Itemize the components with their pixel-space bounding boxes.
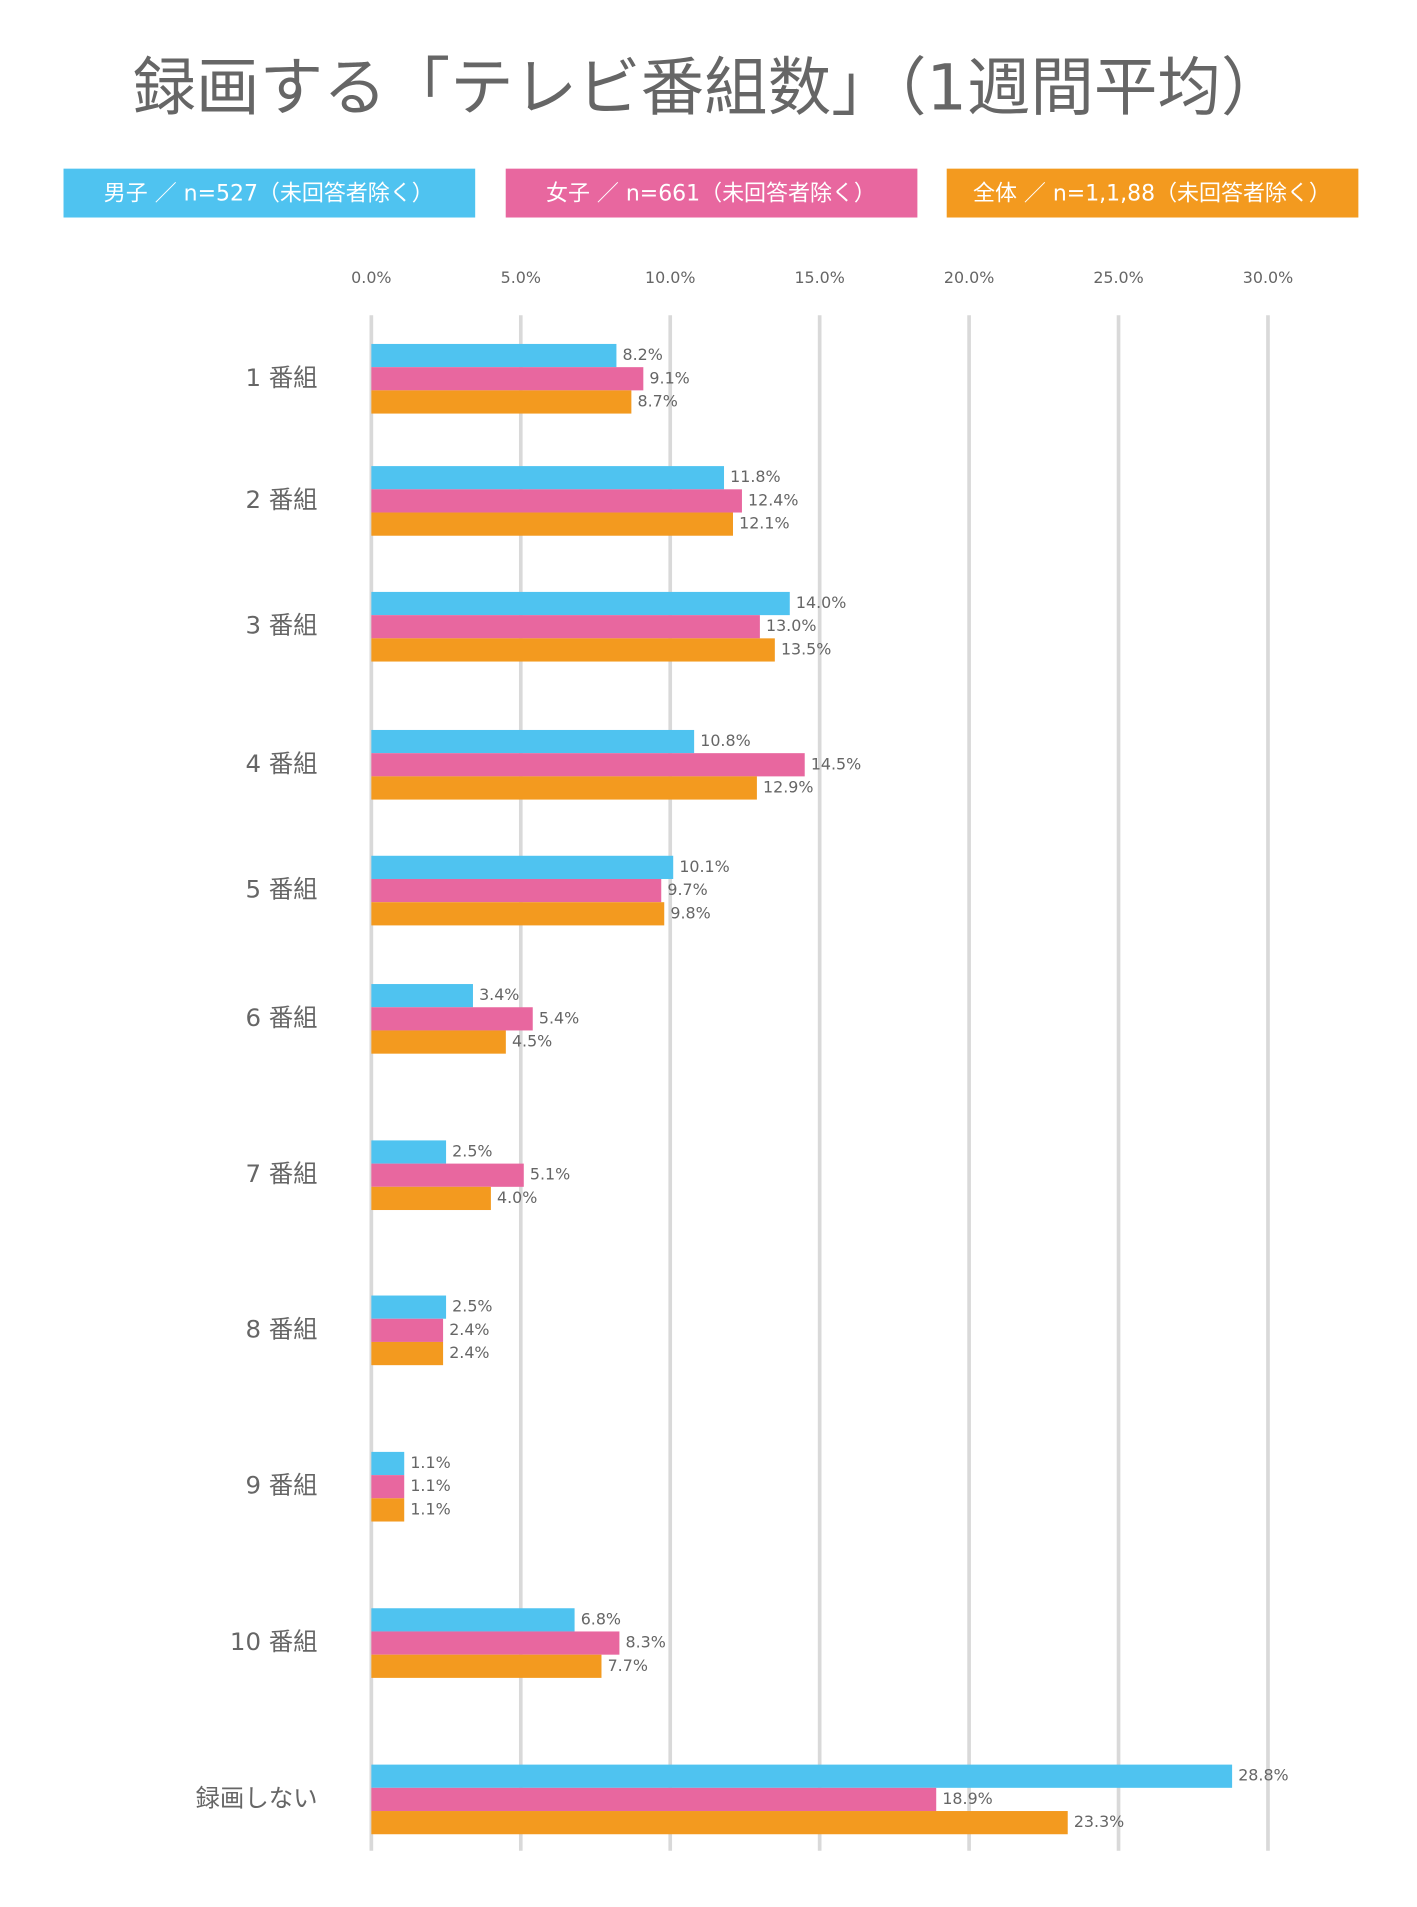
bar bbox=[371, 1318, 444, 1342]
value-label: 1.1% bbox=[410, 1453, 450, 1472]
value-label: 1.1% bbox=[410, 1499, 450, 1518]
y-tick-label: 2 番組 bbox=[245, 485, 317, 514]
value-label: 4.0% bbox=[497, 1188, 537, 1207]
y-tick-label: 1 番組 bbox=[245, 363, 317, 392]
bar bbox=[371, 1811, 1068, 1835]
bar bbox=[371, 638, 775, 662]
value-label: 1.1% bbox=[410, 1476, 450, 1495]
bar bbox=[371, 1764, 1233, 1788]
bar bbox=[371, 729, 695, 754]
value-label: 8.3% bbox=[626, 1633, 666, 1652]
bar bbox=[371, 466, 725, 490]
bar bbox=[371, 855, 674, 879]
bar bbox=[371, 343, 617, 368]
value-label: 9.1% bbox=[649, 368, 689, 387]
bar bbox=[371, 1007, 533, 1031]
value-label: 12.4% bbox=[748, 490, 798, 509]
bar bbox=[371, 878, 662, 903]
bar bbox=[371, 1475, 405, 1499]
value-label: 5.1% bbox=[530, 1165, 570, 1184]
y-tick-label: 7 番組 bbox=[245, 1159, 317, 1188]
y-tick-label: 6 番組 bbox=[245, 1003, 317, 1032]
y-tick-label: 9 番組 bbox=[245, 1471, 317, 1500]
bar bbox=[371, 1163, 524, 1187]
value-label: 13.5% bbox=[781, 639, 831, 658]
bar bbox=[371, 1295, 447, 1319]
value-label: 28.8% bbox=[1238, 1766, 1288, 1785]
bar bbox=[371, 1787, 937, 1812]
value-label: 12.1% bbox=[739, 514, 789, 533]
bar bbox=[371, 591, 790, 616]
value-label: 12.9% bbox=[763, 777, 813, 796]
bar bbox=[371, 1030, 506, 1054]
bar bbox=[371, 615, 760, 639]
value-label: 2.4% bbox=[449, 1320, 489, 1339]
bar bbox=[371, 1608, 575, 1632]
legend-box bbox=[63, 168, 476, 218]
legend-label: 全体 ／ n=1,1,88（未回答者除く） bbox=[973, 181, 1331, 206]
value-label: 9.7% bbox=[667, 880, 707, 899]
value-label: 4.5% bbox=[512, 1032, 552, 1051]
y-tick-label: 3 番組 bbox=[245, 611, 317, 640]
bar bbox=[371, 489, 742, 513]
value-label: 3.4% bbox=[479, 985, 519, 1004]
x-tick-label: 5.0% bbox=[501, 268, 541, 287]
legend-box bbox=[505, 168, 918, 218]
bar bbox=[371, 1451, 405, 1476]
x-tick-label: 10.0% bbox=[645, 268, 695, 287]
value-label: 23.3% bbox=[1074, 1812, 1124, 1831]
y-tick-label: 8 番組 bbox=[245, 1314, 317, 1343]
bar bbox=[371, 1140, 447, 1164]
legend-label: 女子 ／ n=661（未回答者除く） bbox=[546, 181, 876, 206]
bar bbox=[371, 753, 805, 777]
value-label: 11.8% bbox=[730, 467, 780, 486]
y-tick-label: 4 番組 bbox=[245, 749, 317, 778]
legend-label: 男子 ／ n=527（未回答者除く） bbox=[104, 181, 434, 206]
bar bbox=[371, 1186, 491, 1211]
value-label: 10.1% bbox=[679, 857, 729, 876]
value-label: 2.5% bbox=[452, 1142, 492, 1161]
legend-box bbox=[946, 168, 1359, 218]
x-tick-label: 0.0% bbox=[351, 268, 391, 287]
value-label: 14.0% bbox=[796, 593, 846, 612]
y-tick-label: 録画しない bbox=[195, 1783, 317, 1812]
value-label: 6.8% bbox=[581, 1609, 621, 1628]
bar bbox=[371, 512, 733, 536]
bar bbox=[371, 1631, 620, 1655]
x-tick-label: 30.0% bbox=[1243, 268, 1293, 287]
value-label: 7.7% bbox=[608, 1656, 648, 1675]
value-label: 8.7% bbox=[637, 391, 677, 410]
value-label: 14.5% bbox=[811, 754, 861, 773]
bar bbox=[371, 390, 632, 414]
value-label: 5.4% bbox=[539, 1008, 579, 1027]
x-tick-label: 25.0% bbox=[1093, 268, 1143, 287]
bar bbox=[371, 1654, 602, 1678]
value-label: 2.4% bbox=[449, 1343, 489, 1362]
bar bbox=[371, 367, 644, 391]
y-tick-label: 5 番組 bbox=[245, 875, 317, 904]
bar bbox=[371, 776, 757, 800]
bar bbox=[371, 1498, 405, 1522]
value-label: 8.2% bbox=[623, 345, 663, 364]
value-label: 13.0% bbox=[766, 616, 816, 635]
y-tick-label: 10 番組 bbox=[230, 1627, 318, 1656]
value-label: 10.8% bbox=[700, 731, 750, 750]
value-label: 18.9% bbox=[942, 1789, 992, 1808]
value-label: 9.8% bbox=[670, 903, 710, 922]
bar bbox=[371, 1341, 444, 1366]
bar bbox=[371, 984, 473, 1008]
value-label: 2.5% bbox=[452, 1297, 492, 1316]
bar bbox=[371, 902, 665, 926]
x-tick-label: 15.0% bbox=[794, 268, 844, 287]
x-tick-label: 20.0% bbox=[944, 268, 994, 287]
chart-title: 録画する「テレビ番組数」（1週間平均） bbox=[133, 50, 1285, 124]
